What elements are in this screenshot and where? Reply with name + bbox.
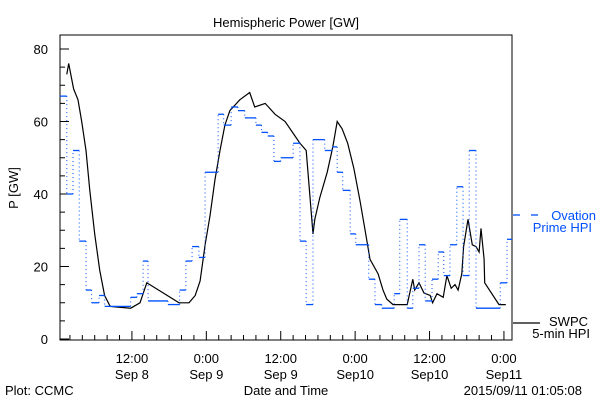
x-tick-date-label: Sep11 bbox=[486, 367, 523, 382]
x-tick-time-label: 12:00 bbox=[264, 351, 297, 366]
x-tick-time-label: 0:00 bbox=[194, 351, 219, 366]
x-tick-time-label: 12:00 bbox=[116, 351, 149, 366]
ovation-legend-label: Prime HPI bbox=[533, 220, 592, 235]
x-tick-date-label: Sep 9 bbox=[264, 367, 298, 382]
plot-frame bbox=[59, 34, 513, 341]
swpc-legend-label: SWPC bbox=[549, 314, 588, 329]
x-tick-date-label: Sep10 bbox=[411, 367, 449, 382]
x-axis-label: Date and Time bbox=[244, 383, 329, 398]
y-tick-label: 20 bbox=[34, 260, 48, 275]
y-tick-label: 80 bbox=[34, 42, 48, 57]
x-tick-date-label: Sep10 bbox=[336, 367, 374, 382]
x-tick-time-label: 12:00 bbox=[413, 351, 446, 366]
plot-timestamp: 2015/09/11 01:05:08 bbox=[464, 383, 582, 398]
x-tick-time-label: 0:00 bbox=[342, 351, 367, 366]
ovation-legend-label: Ovation bbox=[551, 208, 596, 223]
y-tick-label: 0 bbox=[41, 332, 48, 347]
y-tick-label: 40 bbox=[34, 187, 48, 202]
plot-credit: Plot: CCMC bbox=[5, 383, 74, 398]
swpc-hpi-line bbox=[66, 63, 506, 309]
chart-title: Hemispheric Power [GW] bbox=[213, 15, 359, 30]
y-axis-label: P [GW] bbox=[6, 167, 21, 209]
y-tick-label: 60 bbox=[34, 115, 48, 130]
swpc-legend-label: 5-min HPI bbox=[532, 326, 590, 341]
x-tick-date-label: Sep 8 bbox=[115, 367, 149, 382]
x-tick-time-label: 0:00 bbox=[491, 351, 516, 366]
x-tick-date-label: Sep 9 bbox=[189, 367, 223, 382]
